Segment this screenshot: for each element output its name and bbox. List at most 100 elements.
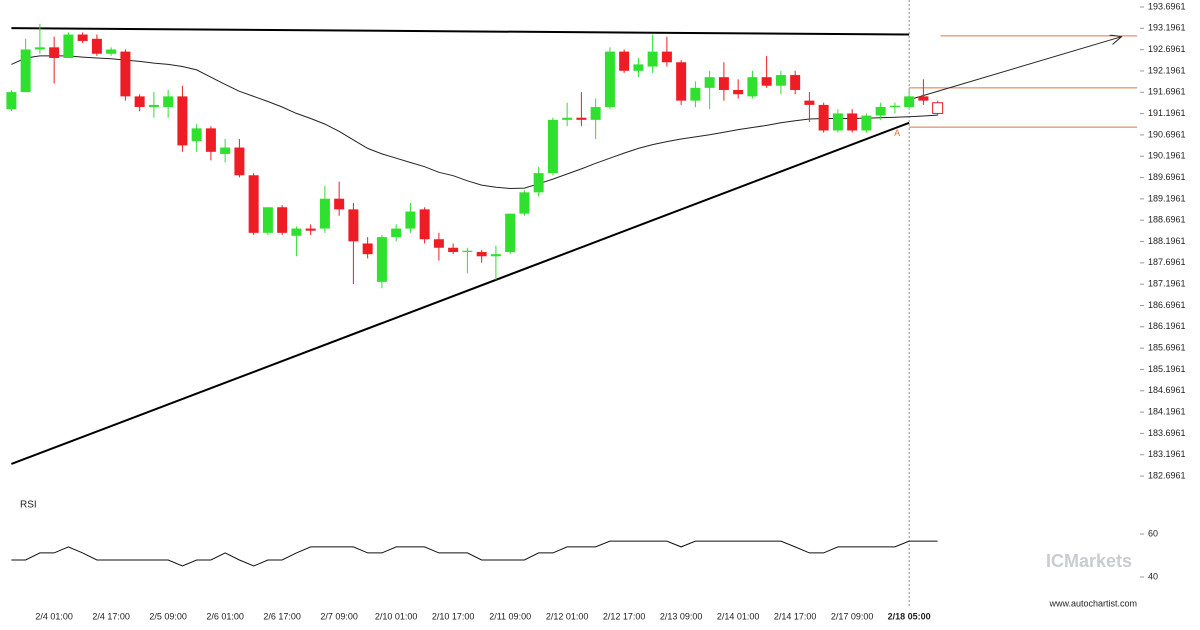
candle-body bbox=[733, 89, 744, 95]
candle-body bbox=[832, 113, 843, 131]
candle-body bbox=[875, 107, 886, 116]
candle-body bbox=[647, 51, 658, 67]
rsi-tick-label: 60 bbox=[1148, 528, 1158, 538]
candle-body bbox=[448, 247, 459, 253]
y-tick-label: 190.6961 bbox=[1148, 129, 1186, 139]
candle-body bbox=[106, 49, 117, 54]
candle-body bbox=[20, 49, 31, 93]
candle-body bbox=[391, 228, 402, 238]
candle-body bbox=[248, 175, 259, 233]
candle-body bbox=[761, 77, 772, 86]
x-tick-label: 2/7 09:00 bbox=[320, 611, 358, 621]
y-tick-label: 190.1961 bbox=[1148, 151, 1186, 161]
y-tick-label: 193.1961 bbox=[1148, 23, 1186, 33]
candle-body bbox=[661, 51, 672, 63]
candle-body bbox=[6, 92, 17, 110]
candle-body bbox=[319, 198, 330, 229]
x-tick-label: 2/6 01:00 bbox=[206, 611, 244, 621]
rsi-label: RSI bbox=[20, 500, 37, 511]
watermark: ICMarkets bbox=[1046, 551, 1132, 571]
candle-body bbox=[362, 243, 373, 255]
candle-body bbox=[348, 209, 359, 242]
y-tick-label: 192.1961 bbox=[1148, 65, 1186, 75]
candle-body bbox=[476, 252, 487, 257]
candle-body bbox=[34, 47, 45, 50]
candle-body bbox=[77, 34, 88, 41]
candle-body bbox=[804, 100, 815, 105]
candle-body bbox=[490, 254, 501, 257]
candle-body bbox=[234, 147, 245, 176]
candle-body bbox=[704, 77, 715, 88]
candle-body bbox=[191, 128, 202, 142]
rsi-tick-label: 40 bbox=[1148, 571, 1158, 581]
candle-body bbox=[790, 75, 801, 90]
candle-body bbox=[676, 62, 687, 101]
x-tick-label: 2/18 05:00 bbox=[888, 611, 931, 621]
y-tick-label: 192.6961 bbox=[1148, 44, 1186, 54]
candle-body bbox=[220, 147, 231, 154]
candle-body bbox=[91, 38, 102, 54]
y-tick-label: 184.6961 bbox=[1148, 385, 1186, 395]
y-tick-label: 189.1961 bbox=[1148, 193, 1186, 203]
candle-body bbox=[148, 104, 159, 108]
moving-average bbox=[11, 55, 938, 190]
x-tick-label: 2/12 01:00 bbox=[546, 611, 589, 621]
candle-body bbox=[405, 211, 416, 229]
y-tick-label: 186.1961 bbox=[1148, 321, 1186, 331]
trend-line bbox=[11, 27, 910, 36]
candle-body bbox=[847, 113, 858, 131]
candle-body bbox=[533, 173, 544, 193]
x-tick-label: 2/17 09:00 bbox=[831, 611, 874, 621]
x-tick-label: 2/13 09:00 bbox=[660, 611, 703, 621]
pattern-marker: A bbox=[894, 128, 900, 138]
candle-body bbox=[918, 96, 929, 101]
y-tick-label: 186.6961 bbox=[1148, 300, 1186, 310]
x-tick-label: 2/14 01:00 bbox=[717, 611, 760, 621]
y-tick-label: 184.1961 bbox=[1148, 406, 1186, 416]
y-tick-label: 182.6961 bbox=[1148, 470, 1186, 480]
candle-body bbox=[376, 237, 387, 282]
x-tick-label: 2/4 01:00 bbox=[35, 611, 73, 621]
y-tick-label: 185.1961 bbox=[1148, 364, 1186, 374]
candle-body bbox=[163, 96, 174, 108]
y-tick-label: 183.6961 bbox=[1148, 428, 1186, 438]
candle-body bbox=[277, 207, 288, 233]
candle-body bbox=[205, 128, 216, 152]
candle-body bbox=[419, 209, 430, 240]
candle-body bbox=[747, 77, 758, 97]
candle-body bbox=[177, 96, 188, 146]
x-tick-label: 2/10 17:00 bbox=[432, 611, 475, 621]
candle-body bbox=[519, 192, 530, 214]
candle-body bbox=[633, 64, 644, 71]
candle-body bbox=[334, 198, 345, 210]
candle-body bbox=[718, 77, 729, 90]
y-tick-label: 188.1961 bbox=[1148, 236, 1186, 246]
y-tick-label: 187.6961 bbox=[1148, 257, 1186, 267]
candle-body bbox=[305, 228, 316, 231]
y-tick-label: 191.6961 bbox=[1148, 87, 1186, 97]
candle-body bbox=[818, 104, 829, 131]
candle-body bbox=[889, 105, 900, 108]
candle-body bbox=[690, 87, 701, 101]
candle-body bbox=[63, 34, 74, 58]
candle-body bbox=[619, 51, 630, 71]
x-tick-label: 2/10 01:00 bbox=[375, 611, 418, 621]
candle-body bbox=[49, 47, 60, 58]
y-tick-label: 189.6961 bbox=[1148, 172, 1186, 182]
y-tick-label: 193.6961 bbox=[1148, 1, 1186, 11]
y-tick-label: 183.1961 bbox=[1148, 449, 1186, 459]
y-tick-label: 188.6961 bbox=[1148, 215, 1186, 225]
projection-arrow bbox=[909, 37, 1121, 101]
x-tick-label: 2/14 17:00 bbox=[774, 611, 817, 621]
x-tick-label: 2/11 09:00 bbox=[489, 611, 531, 621]
candle-body bbox=[604, 51, 615, 108]
candle-body bbox=[590, 107, 601, 120]
x-tick-label: 2/6 17:00 bbox=[263, 611, 301, 621]
candle-body bbox=[547, 119, 558, 174]
candle-body bbox=[904, 96, 915, 108]
x-tick-label: 2/4 17:00 bbox=[92, 611, 130, 621]
candle-body bbox=[462, 250, 473, 253]
candle-body bbox=[433, 239, 444, 248]
